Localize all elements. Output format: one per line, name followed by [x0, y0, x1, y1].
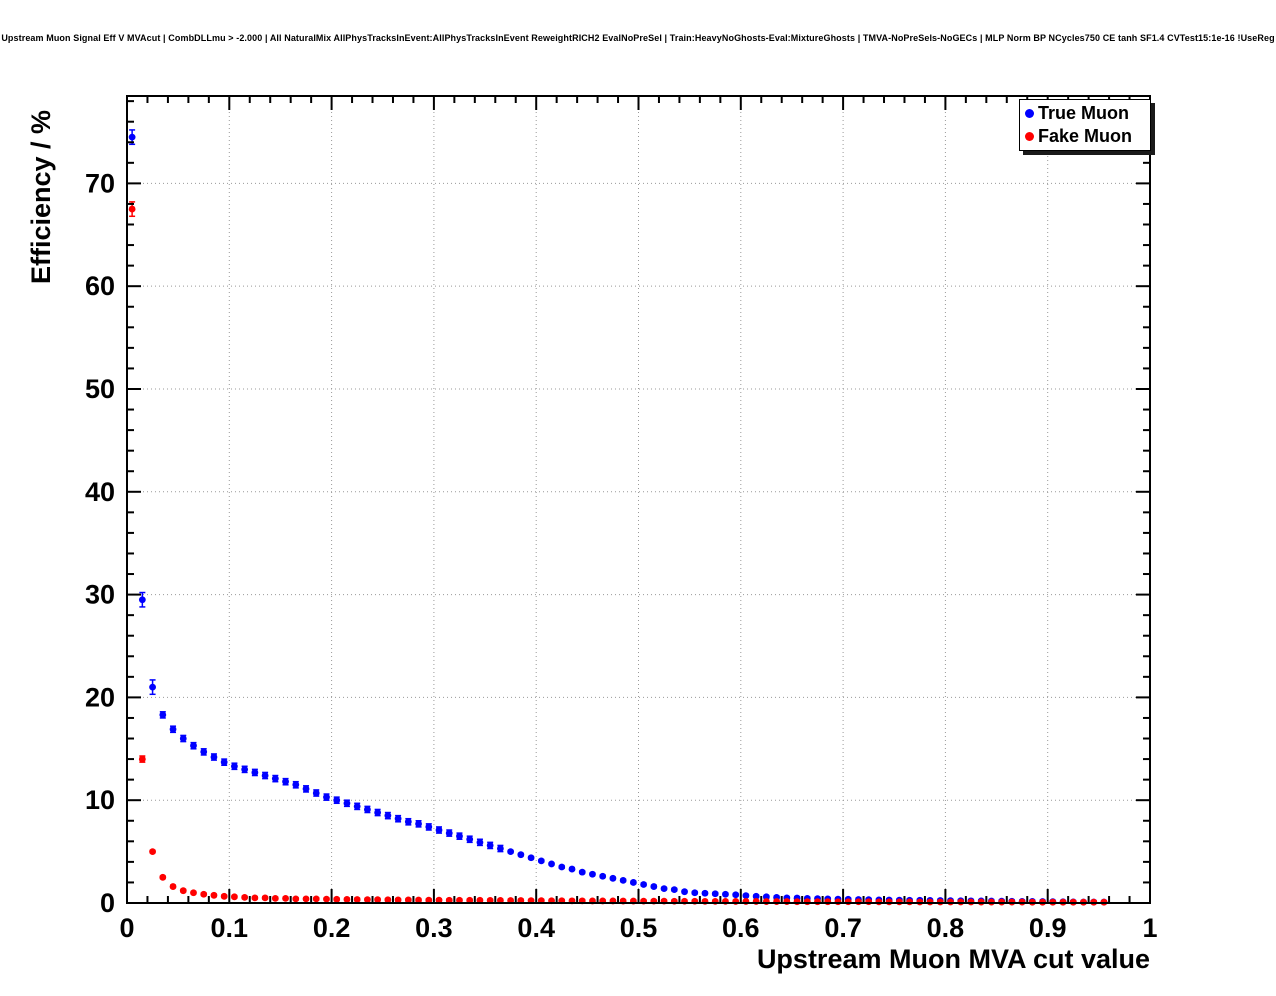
x-tick-label: 0.5 [620, 913, 658, 943]
x-tick-label: 0.9 [1029, 913, 1067, 943]
legend-entry-true-muon: True Muon [1025, 102, 1150, 125]
x-tick-label: 0.8 [927, 913, 965, 943]
true-muon-marker-icon [1025, 109, 1034, 118]
x-tick-label: 0 [119, 913, 134, 943]
y-tick-label: 0 [100, 888, 115, 918]
tick-labels: 0 0.1 0.2 0.3 0.4 0.5 0.6 0.7 0.8 0.9 101020304050… [85, 168, 1158, 943]
x-tick-label: 0.3 [415, 913, 453, 943]
x-tick-label: 1 [1142, 913, 1157, 943]
legend: True Muon Fake Muon [1019, 99, 1151, 151]
x-tick-label: 0.2 [313, 913, 351, 943]
y-tick-label: 10 [85, 785, 115, 815]
x-tick-label: 0.4 [517, 913, 555, 943]
legend-label-true-muon: True Muon [1038, 103, 1129, 123]
x-tick-label: 0.6 [722, 913, 760, 943]
legend-label-fake-muon: Fake Muon [1038, 126, 1133, 146]
y-tick-label: 40 [85, 477, 115, 507]
fake-muon-marker-icon [1025, 132, 1034, 141]
plot-frame [126, 95, 1151, 904]
grid [127, 96, 1150, 903]
y-tick-label: 20 [85, 682, 115, 712]
y-tick-label: 30 [85, 580, 115, 610]
y-tick-label: 70 [85, 168, 115, 198]
x-tick-label: 0.1 [211, 913, 249, 943]
x-axis-title: Upstream Muon MVA cut value [756, 944, 1150, 974]
y-tick-label: 60 [85, 271, 115, 301]
series-true-muon [128, 129, 1108, 906]
x-tick-label: 0.7 [824, 913, 862, 943]
plot-title: Upstream Muon Signal Eff V MVAcut | Comb… [1, 33, 1275, 43]
axis-ticks [126, 96, 1151, 904]
y-tick-label: 50 [85, 374, 115, 404]
legend-entry-fake-muon: Fake Muon [1025, 125, 1150, 148]
